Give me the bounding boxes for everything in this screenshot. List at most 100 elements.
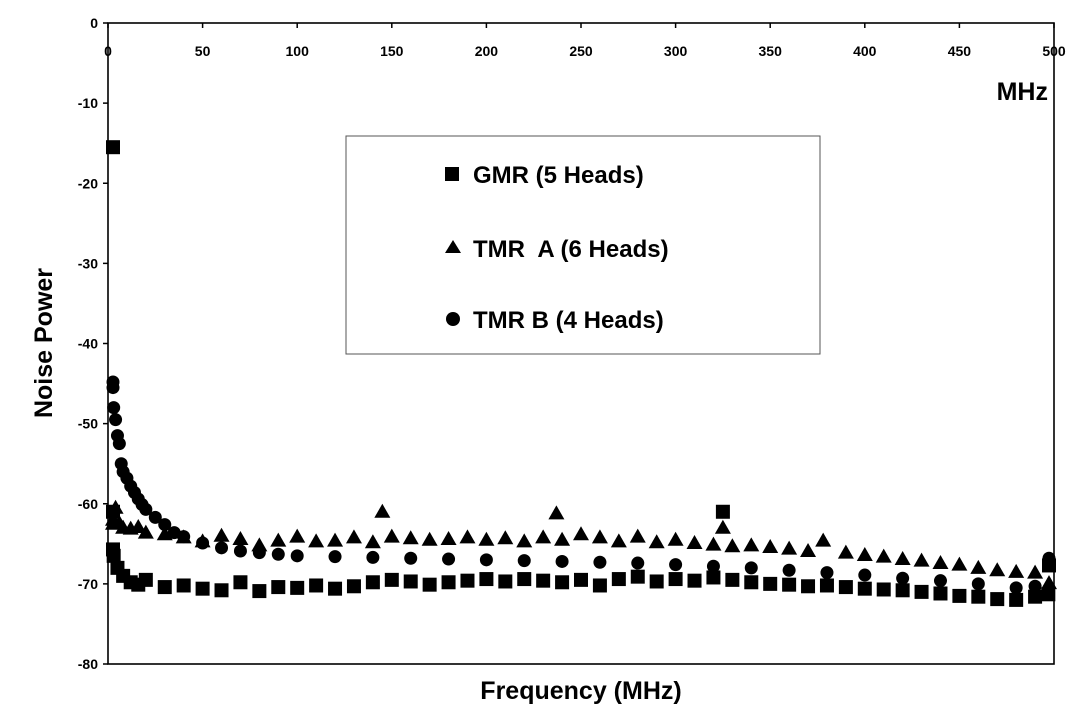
- legend-gmr-marker: [445, 167, 459, 181]
- series-2-point: [442, 552, 456, 566]
- series-0-point: [233, 575, 248, 590]
- series-0-point: [952, 588, 967, 603]
- series-1-point: [137, 524, 154, 539]
- x-ticks: 0 50 100 150 200 250 300 350 400 450 500: [104, 23, 1066, 59]
- series-2-point: [517, 554, 531, 568]
- series-markers: [105, 140, 1057, 607]
- series-0-point: [441, 575, 456, 590]
- series-0-point: [214, 583, 229, 598]
- series-1-point: [156, 526, 173, 541]
- x-tick-label: 100: [286, 43, 310, 59]
- series-2-point: [744, 561, 758, 575]
- series-0-point: [592, 578, 607, 593]
- series-0-point: [176, 578, 191, 593]
- y-tick-label: -70: [78, 576, 98, 592]
- series-1-point: [629, 528, 646, 543]
- series-1-point: [459, 529, 476, 544]
- series-1-point: [875, 548, 892, 563]
- series-0-point: [498, 574, 513, 589]
- series-1-point: [130, 518, 147, 533]
- series-1-point: [743, 537, 760, 552]
- series-1-point: [1008, 563, 1025, 578]
- series-1-point: [856, 547, 873, 562]
- series-0-point: [460, 573, 475, 588]
- series-2-point: [158, 518, 172, 532]
- series-0-point: [819, 578, 834, 593]
- series-0-point: [630, 569, 645, 584]
- series-1-point: [516, 533, 533, 548]
- x-tick-label: 250: [569, 43, 593, 59]
- series-0-point: [555, 575, 570, 590]
- series-1-point: [714, 519, 731, 534]
- series-0-point: [1028, 589, 1043, 604]
- series-0-point: [574, 572, 588, 587]
- series-0-point: [422, 577, 437, 592]
- series-0-point: [328, 581, 343, 596]
- y-tick-label: -60: [78, 496, 98, 512]
- series-0-point: [517, 572, 532, 587]
- x-tick-label: 400: [853, 43, 877, 59]
- series-2-point: [820, 566, 834, 580]
- series-0-point: [1009, 592, 1024, 607]
- series-0-point: [857, 581, 872, 596]
- series-0-point: [138, 572, 153, 587]
- series-1-point: [705, 536, 722, 551]
- series-1-point: [686, 535, 703, 550]
- series-0-point: [1041, 587, 1056, 602]
- series-1-point: [232, 531, 249, 546]
- series-2-point: [271, 547, 285, 561]
- series-1-point: [667, 531, 684, 546]
- legend-box: [345, 135, 821, 355]
- series-1-point: [762, 539, 779, 554]
- legend-tmr-a-marker: [445, 240, 461, 253]
- series-2-point: [479, 553, 493, 567]
- series-2-point: [706, 559, 720, 573]
- series-0-point: [106, 140, 120, 155]
- series-0-point: [365, 575, 380, 590]
- series-2-point: [933, 574, 947, 588]
- series-1-point: [989, 562, 1006, 577]
- series-2-point: [196, 536, 210, 550]
- series-1-point: [421, 531, 438, 546]
- y-tick-label: -40: [78, 336, 98, 352]
- x-tick-label: 200: [475, 43, 499, 59]
- series-2-point: [112, 437, 126, 451]
- series-0-point: [290, 580, 305, 595]
- series-1-point: [497, 530, 514, 545]
- series-0-point: [933, 586, 948, 601]
- series-2-point: [107, 401, 121, 415]
- series-1-point: [970, 559, 987, 574]
- series-2-point: [215, 541, 229, 555]
- x-tick-label: 300: [664, 43, 688, 59]
- legend: GMR (5 Heads) TMR A (6 Heads) TMR B (4 H…: [345, 135, 821, 355]
- series-1-point: [402, 530, 419, 545]
- series-2-point: [148, 510, 162, 524]
- series-2-point: [669, 558, 683, 572]
- series-0-point: [536, 573, 551, 588]
- legend-tmr-b-label: TMR B (4 Heads): [473, 307, 664, 334]
- series-0-point: [271, 580, 286, 595]
- y-axis-title: Noise Power: [30, 268, 58, 418]
- series-0-point: [106, 548, 121, 563]
- x-tick-label: 500: [1042, 43, 1066, 59]
- y-tick-label: -20: [78, 175, 98, 191]
- series-1-point: [951, 556, 968, 571]
- series-0-point: [252, 584, 267, 599]
- series-1-point: [1041, 575, 1057, 590]
- series-2-point: [139, 502, 153, 516]
- series-0-point: [744, 575, 759, 590]
- series-0-point: [479, 572, 494, 587]
- series-0-point: [838, 580, 853, 595]
- series-1-point: [308, 533, 325, 548]
- x-axis-title: Frequency (MHz): [480, 677, 681, 705]
- series-0-point: [763, 576, 778, 591]
- series-1-point: [610, 533, 627, 548]
- series-1-point: [535, 529, 552, 544]
- series-0-point: [706, 570, 721, 585]
- series-0-point: [157, 580, 172, 595]
- series-0-point: [649, 574, 664, 589]
- series-0-point: [309, 578, 324, 593]
- x-tick-label: 150: [380, 43, 404, 59]
- y-tick-label: -10: [78, 95, 98, 111]
- series-2-point: [177, 530, 191, 544]
